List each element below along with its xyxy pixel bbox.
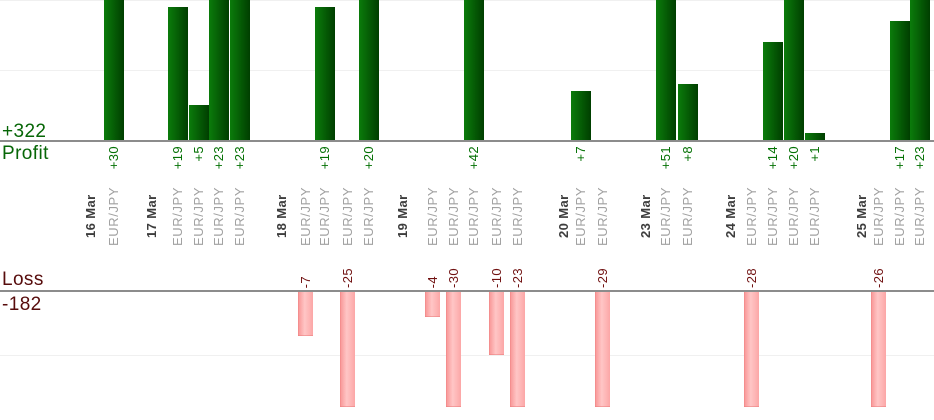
profit-value-label: +23: [232, 146, 247, 170]
loss-value-label: -29: [595, 268, 610, 288]
instrument-label: EUR/JPY: [340, 186, 355, 246]
profit-bar: [890, 21, 910, 140]
instrument-label: EUR/JPY: [680, 186, 695, 246]
loss-bar: [425, 292, 440, 317]
instrument-label: EUR/JPY: [317, 186, 332, 246]
loss-bar: [340, 292, 355, 407]
loss-axis-label: Loss: [2, 269, 44, 290]
date-label: 19 Mar: [395, 194, 410, 238]
profit-bar: [230, 0, 250, 140]
profit-value-label: +5: [191, 146, 206, 162]
instrument-label: EUR/JPY: [361, 186, 376, 246]
profit-value-label: +7: [573, 146, 588, 162]
instrument-label: EUR/JPY: [912, 186, 927, 246]
profit-bar: [315, 7, 335, 140]
instrument-label: EUR/JPY: [466, 186, 481, 246]
instrument-label: EUR/JPY: [510, 186, 525, 246]
loss-baseline: [0, 290, 934, 292]
loss-bar: [446, 292, 461, 407]
loss-value-label: -23: [510, 268, 525, 288]
date-label: 18 Mar: [274, 194, 289, 238]
profit-value-label: +17: [892, 146, 907, 170]
profit-bar: [805, 133, 825, 140]
profit-bar: [571, 91, 591, 140]
instrument-label: EUR/JPY: [191, 186, 206, 246]
profit-bar: [359, 0, 379, 140]
instrument-label: EUR/JPY: [170, 186, 185, 246]
profit-value-label: +8: [680, 146, 695, 162]
profit-value-label: +51: [658, 146, 673, 170]
loss-bar: [871, 292, 886, 407]
loss-bar: [595, 292, 610, 407]
loss-bar: [489, 292, 504, 355]
instrument-label: EUR/JPY: [211, 186, 226, 246]
profit-value-label: +19: [317, 146, 332, 170]
profit-value-label: +1: [807, 146, 822, 162]
instrument-label: EUR/JPY: [892, 186, 907, 246]
profit-bar: [784, 0, 804, 140]
instrument-label: EUR/JPY: [658, 186, 673, 246]
profit-bar: [910, 0, 930, 140]
date-label: 23 Mar: [638, 194, 653, 238]
profit-total-label: +322: [2, 121, 47, 142]
profit-value-label: +14: [765, 146, 780, 170]
instrument-label: EUR/JPY: [106, 186, 121, 246]
profit-value-label: +42: [466, 146, 481, 170]
profit-baseline: [0, 140, 934, 142]
profit-bar: [209, 0, 229, 140]
instrument-label: EUR/JPY: [298, 186, 313, 246]
date-label: 17 Mar: [144, 194, 159, 238]
instrument-label: EUR/JPY: [489, 186, 504, 246]
profit-value-label: +23: [912, 146, 927, 170]
loss-bar: [510, 292, 525, 407]
profit-bar: [678, 84, 698, 140]
loss-value-label: -10: [489, 268, 504, 288]
instrument-label: EUR/JPY: [232, 186, 247, 246]
loss-value-label: -4: [425, 275, 440, 288]
loss-bar: [744, 292, 759, 407]
loss-value-label: -28: [744, 268, 759, 288]
loss-value-label: -30: [446, 268, 461, 288]
instrument-label: EUR/JPY: [595, 186, 610, 246]
loss-value-label: -26: [871, 268, 886, 288]
profit-value-label: +23: [211, 146, 226, 170]
profit-bar: [656, 0, 676, 140]
loss-bar: [298, 292, 313, 336]
instrument-label: EUR/JPY: [786, 186, 801, 246]
loss-value-label: -25: [340, 268, 355, 288]
instrument-label: EUR/JPY: [765, 186, 780, 246]
date-label: 25 Mar: [854, 194, 869, 238]
instrument-label: EUR/JPY: [871, 186, 886, 246]
profit-bar: [464, 0, 484, 140]
profit-value-label: +19: [170, 146, 185, 170]
loss-total-label: -182: [2, 294, 42, 315]
profit-bar: [104, 0, 124, 140]
instrument-label: EUR/JPY: [573, 186, 588, 246]
profit-value-label: +30: [106, 146, 121, 170]
date-label: 24 Mar: [723, 194, 738, 238]
profit-bar: [189, 105, 209, 140]
profit-bar: [168, 7, 188, 140]
loss-value-label: -7: [298, 275, 313, 288]
instrument-label: EUR/JPY: [744, 186, 759, 246]
instrument-label: EUR/JPY: [425, 186, 440, 246]
profit-axis-label: Profit: [2, 143, 49, 164]
loss-gridline: [0, 355, 934, 356]
profit-bar: [763, 42, 783, 140]
date-label: 20 Mar: [556, 194, 571, 238]
profit-value-label: +20: [786, 146, 801, 170]
instrument-label: EUR/JPY: [446, 186, 461, 246]
instrument-label: EUR/JPY: [807, 186, 822, 246]
profit-value-label: +20: [361, 146, 376, 170]
date-label: 16 Mar: [83, 194, 98, 238]
